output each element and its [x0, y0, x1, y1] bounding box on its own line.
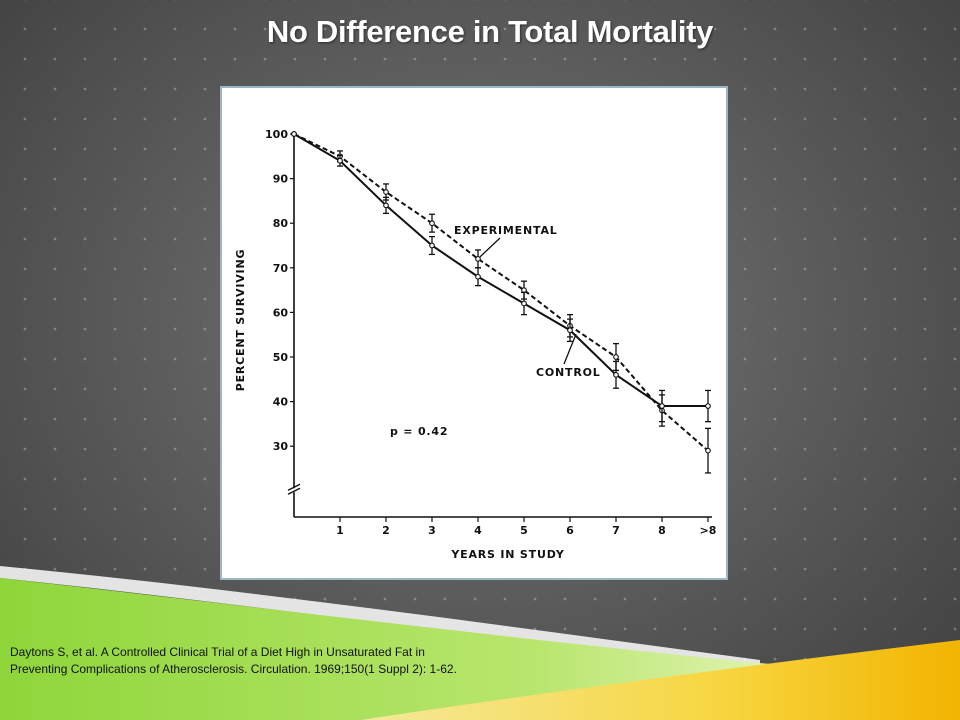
data-point-control — [337, 157, 343, 164]
control-pointer-line — [563, 333, 577, 365]
y-tick-label: 90 — [273, 173, 289, 186]
x-tick-label: 8 — [658, 524, 666, 537]
data-point-control — [567, 327, 573, 334]
y-tick-label: 60 — [273, 306, 289, 319]
x-tick-label: 7 — [612, 524, 620, 537]
x-tick-label: 5 — [520, 524, 528, 537]
y-axis-title: PERCENT SURVIVING — [234, 249, 247, 392]
data-point-control — [613, 371, 619, 378]
y-axis-break-mark-2 — [287, 487, 301, 495]
data-point-control — [521, 300, 527, 307]
data-point-control — [705, 403, 711, 409]
y-axis-break-mark-1 — [287, 483, 301, 491]
green-wave — [0, 578, 770, 720]
data-point-control — [383, 202, 389, 209]
y-tick-label: 40 — [273, 396, 289, 409]
data-point-control — [475, 273, 481, 280]
chart-frame: 30 40 50 60 70 80 90 100 1 2 3 4 5 6 7 8 >8 YEARS IN STUD… — [220, 86, 728, 580]
data-point-experimental — [429, 220, 435, 227]
data-point-experimental — [475, 256, 481, 262]
x-tick-label: 3 — [428, 524, 436, 537]
citation-line-1: Daytons S, et al. A Controlled Clinical … — [10, 645, 425, 659]
citation-line-2: Preventing Complications of Atherosclero… — [10, 662, 457, 676]
survival-chart: 30 40 50 60 70 80 90 100 1 2 3 4 5 6 7 8 >8 YEARS IN STUD… — [234, 128, 717, 561]
series-label-experimental: EXPERIMENTAL — [454, 224, 558, 237]
series-label-control: CONTROL — [536, 366, 601, 379]
data-point-control — [659, 403, 665, 409]
series-line-experimental — [293, 133, 709, 452]
citation: Daytons S, et al. A Controlled Clinical … — [10, 644, 730, 678]
data-point-experimental — [613, 354, 619, 360]
series-line-control — [293, 133, 708, 408]
p-value-annotation: p = 0.42 — [390, 425, 448, 438]
y-tick-label: 70 — [273, 262, 289, 275]
y-tick-label: 80 — [273, 217, 289, 230]
y-tick-label: 50 — [273, 351, 289, 364]
slide-title: No Difference in Total Mortality — [266, 14, 714, 49]
y-tick-label: 100 — [265, 128, 288, 141]
y-tick-label: 30 — [273, 440, 289, 453]
x-tick-label: >8 — [700, 524, 717, 537]
x-tick-label: 2 — [382, 524, 390, 537]
x-tick-label: 6 — [566, 524, 574, 537]
x-tick-label: 4 — [474, 524, 482, 537]
data-point-control — [291, 131, 297, 137]
x-tick-label: 1 — [336, 524, 344, 537]
experimental-pointer-line — [479, 237, 501, 258]
data-point-experimental — [383, 189, 389, 195]
data-point-experimental — [705, 447, 711, 454]
yellow-wave — [360, 640, 960, 720]
data-point-control — [429, 242, 435, 249]
x-axis-title: YEARS IN STUDY — [450, 548, 564, 561]
